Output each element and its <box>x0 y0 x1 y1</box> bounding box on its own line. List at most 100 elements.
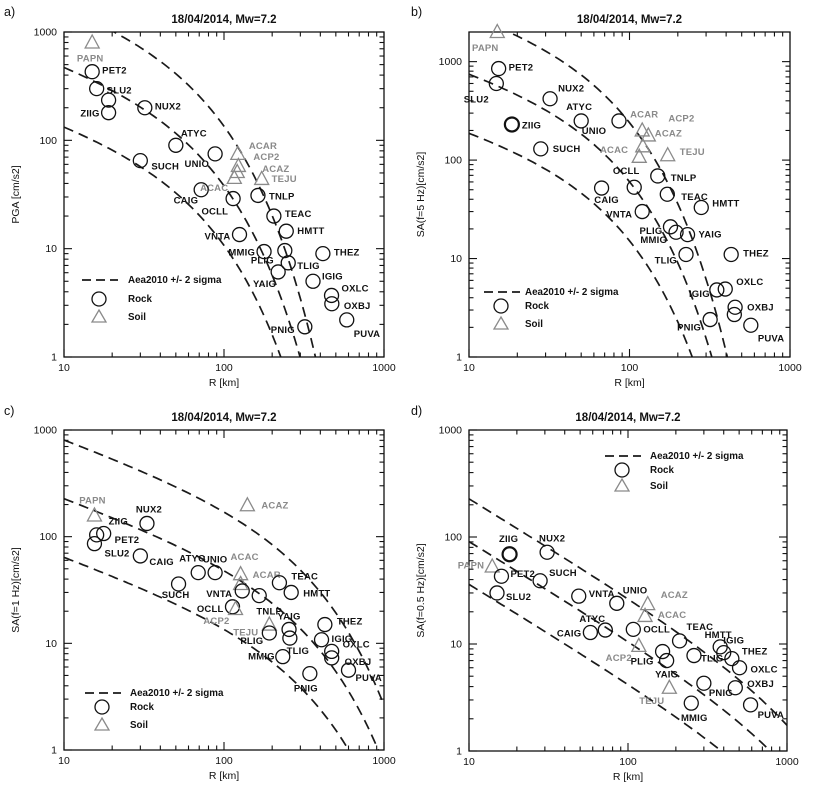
rock-circle-marker-TEAC <box>271 575 288 591</box>
rock-circle-marker-MMIG <box>275 649 291 665</box>
aea2010-curve <box>506 32 729 357</box>
legend-rock-marker <box>91 291 107 307</box>
y-tick-label: 1 <box>456 746 462 758</box>
y-axis-label: SA(f=1 Hz)[cm/s2] <box>10 547 22 633</box>
x-tick-label: 1000 <box>372 755 396 767</box>
station-label-MMIG: MMIG <box>228 248 255 259</box>
rock-circle-marker-PNIG <box>302 665 318 682</box>
rock-circle-marker-ATYC <box>597 622 613 638</box>
station-label-THEZ: THEZ <box>742 647 768 658</box>
station-label-SLU2: SLU2 <box>104 549 129 560</box>
rock-circle-marker-OCLL <box>625 621 641 638</box>
panel-title: 18/04/2014, Mw=7.2 <box>577 14 682 26</box>
station-label-PUVA: PUVA <box>356 673 383 684</box>
station-label-TEAC: TEAC <box>687 622 714 633</box>
station-label-THEZ: THEZ <box>334 248 360 259</box>
x-tick-label: 10 <box>58 755 70 767</box>
rock-circle-marker-YAIG <box>658 652 675 669</box>
station-label-IGIG: IGIG <box>689 289 710 300</box>
y-tick-label: 100 <box>39 135 57 147</box>
station-label-MMIG: MMIG <box>640 235 667 246</box>
station-label-VNTA: VNTA <box>589 589 615 600</box>
rock-circle-marker-ATYC <box>190 564 206 581</box>
station-label-TLIG: TLIG <box>297 261 319 272</box>
y-tick-label: 10 <box>450 253 462 265</box>
station-label-PLIG: PLIG <box>240 636 263 647</box>
station-label-TEAC: TEAC <box>291 572 318 583</box>
station-label-PAPN: PAPN <box>458 561 485 572</box>
rock-circle-marker-SUCH <box>533 141 549 157</box>
station-label-CAIG: CAIG <box>594 195 619 206</box>
station-label-SUCH: SUCH <box>151 162 179 173</box>
station-label-PET2: PET2 <box>510 569 535 580</box>
station-label-OXBJ: OXBJ <box>747 679 774 690</box>
panel-letter: a) <box>4 5 15 19</box>
panel-title: 18/04/2014, Mw=7.2 <box>171 412 276 424</box>
rock-circle-marker-OXLC <box>324 643 340 660</box>
station-label-ACAR: ACAR <box>249 141 277 152</box>
rock-circle-marker-NUX2 <box>542 91 558 107</box>
rock-circle-marker-PET2 <box>493 568 510 584</box>
station-label-UNIO: UNIO <box>582 126 607 137</box>
station-label-PUVA: PUVA <box>758 333 785 344</box>
aea2010-curve <box>64 126 282 357</box>
y-tick-label: 1000 <box>34 425 58 437</box>
station-label-NUX2: NUX2 <box>136 504 162 515</box>
y-tick-label: 100 <box>444 155 462 167</box>
station-label-TNLP: TNLP <box>269 191 295 202</box>
station-label-ZIIG: ZIIG <box>522 120 541 131</box>
rock-circle-marker-OXBJ <box>727 680 743 696</box>
x-tick-label: 1000 <box>778 362 802 374</box>
rock-circle-marker-NUX2 <box>137 100 153 116</box>
panel-title: 18/04/2014, Mw=7.2 <box>575 412 680 424</box>
legend-curve-label: Aea2010 +/- 2 sigma <box>525 287 619 298</box>
station-label-PET2: PET2 <box>115 535 140 546</box>
station-label-OXLC: OXLC <box>342 283 369 294</box>
rock-circle-marker-OXBJ <box>324 650 340 666</box>
rock-circle-marker-ZIIG <box>501 546 518 563</box>
rock-circle-marker-YAIG <box>679 226 696 243</box>
station-label-HMTT: HMTT <box>705 630 732 641</box>
station-label-ACAR: ACAR <box>253 570 281 581</box>
station-label-PET2: PET2 <box>102 66 127 77</box>
x-tick-label: 1000 <box>372 362 396 374</box>
station-label-IGIG: IGIG <box>332 634 353 645</box>
soil-triangle-marker-ACAZ <box>634 137 651 153</box>
rock-circle-marker-HMTT <box>283 584 299 601</box>
station-label-OCLL: OCLL <box>613 166 640 177</box>
soil-triangle-marker-ACP2 <box>630 637 647 653</box>
station-label-OCLL: OCLL <box>643 624 670 635</box>
y-tick-label: 100 <box>444 532 462 544</box>
soil-triangle-marker-PAPN <box>86 506 103 522</box>
y-tick-label: 100 <box>39 531 57 543</box>
station-label-UNIO: UNIO <box>203 555 228 566</box>
rock-circle-marker-PLIG <box>654 643 671 660</box>
rock-circle-marker-UNIO <box>609 595 625 611</box>
soil-triangle-marker-PAPN <box>84 33 101 49</box>
station-label-PNIG: PNIG <box>677 323 701 334</box>
rock-circle-marker-SLU2 <box>86 536 103 552</box>
x-axis-label: R [km] <box>614 377 644 389</box>
station-label-PUVA: PUVA <box>758 710 785 721</box>
rock-circle-marker-TNLP <box>650 168 666 184</box>
station-label-CAIG: CAIG <box>557 629 582 640</box>
legend-soil-marker <box>613 477 631 492</box>
rock-circle-marker-ATYC <box>168 137 184 153</box>
y-tick-label: 1000 <box>439 56 463 68</box>
rock-circle-marker-PNIG <box>702 311 718 328</box>
y-axis-label: SA(f=0.5 Hz)[cm/s2] <box>415 543 427 637</box>
attenuation-curves <box>64 439 384 750</box>
axes-frame <box>63 31 385 358</box>
station-label-TEJU: TEJU <box>639 696 664 707</box>
legend-soil-marker <box>90 308 108 323</box>
station-label-ZIIG: ZIIG <box>109 517 128 528</box>
y-axis-label: SA(f=5 Hz)[cm/s2] <box>415 152 427 238</box>
rock-circle-marker-PLIG <box>662 219 679 235</box>
rock-circle-marker-PUVA <box>339 312 355 328</box>
aea2010-curve <box>469 498 787 726</box>
station-label-SLU2: SLU2 <box>464 94 489 105</box>
soil-triangle-marker-ACP2 <box>640 126 657 142</box>
station-label-TEAC: TEAC <box>681 192 708 203</box>
station-label-YAIG: YAIG <box>277 611 300 622</box>
